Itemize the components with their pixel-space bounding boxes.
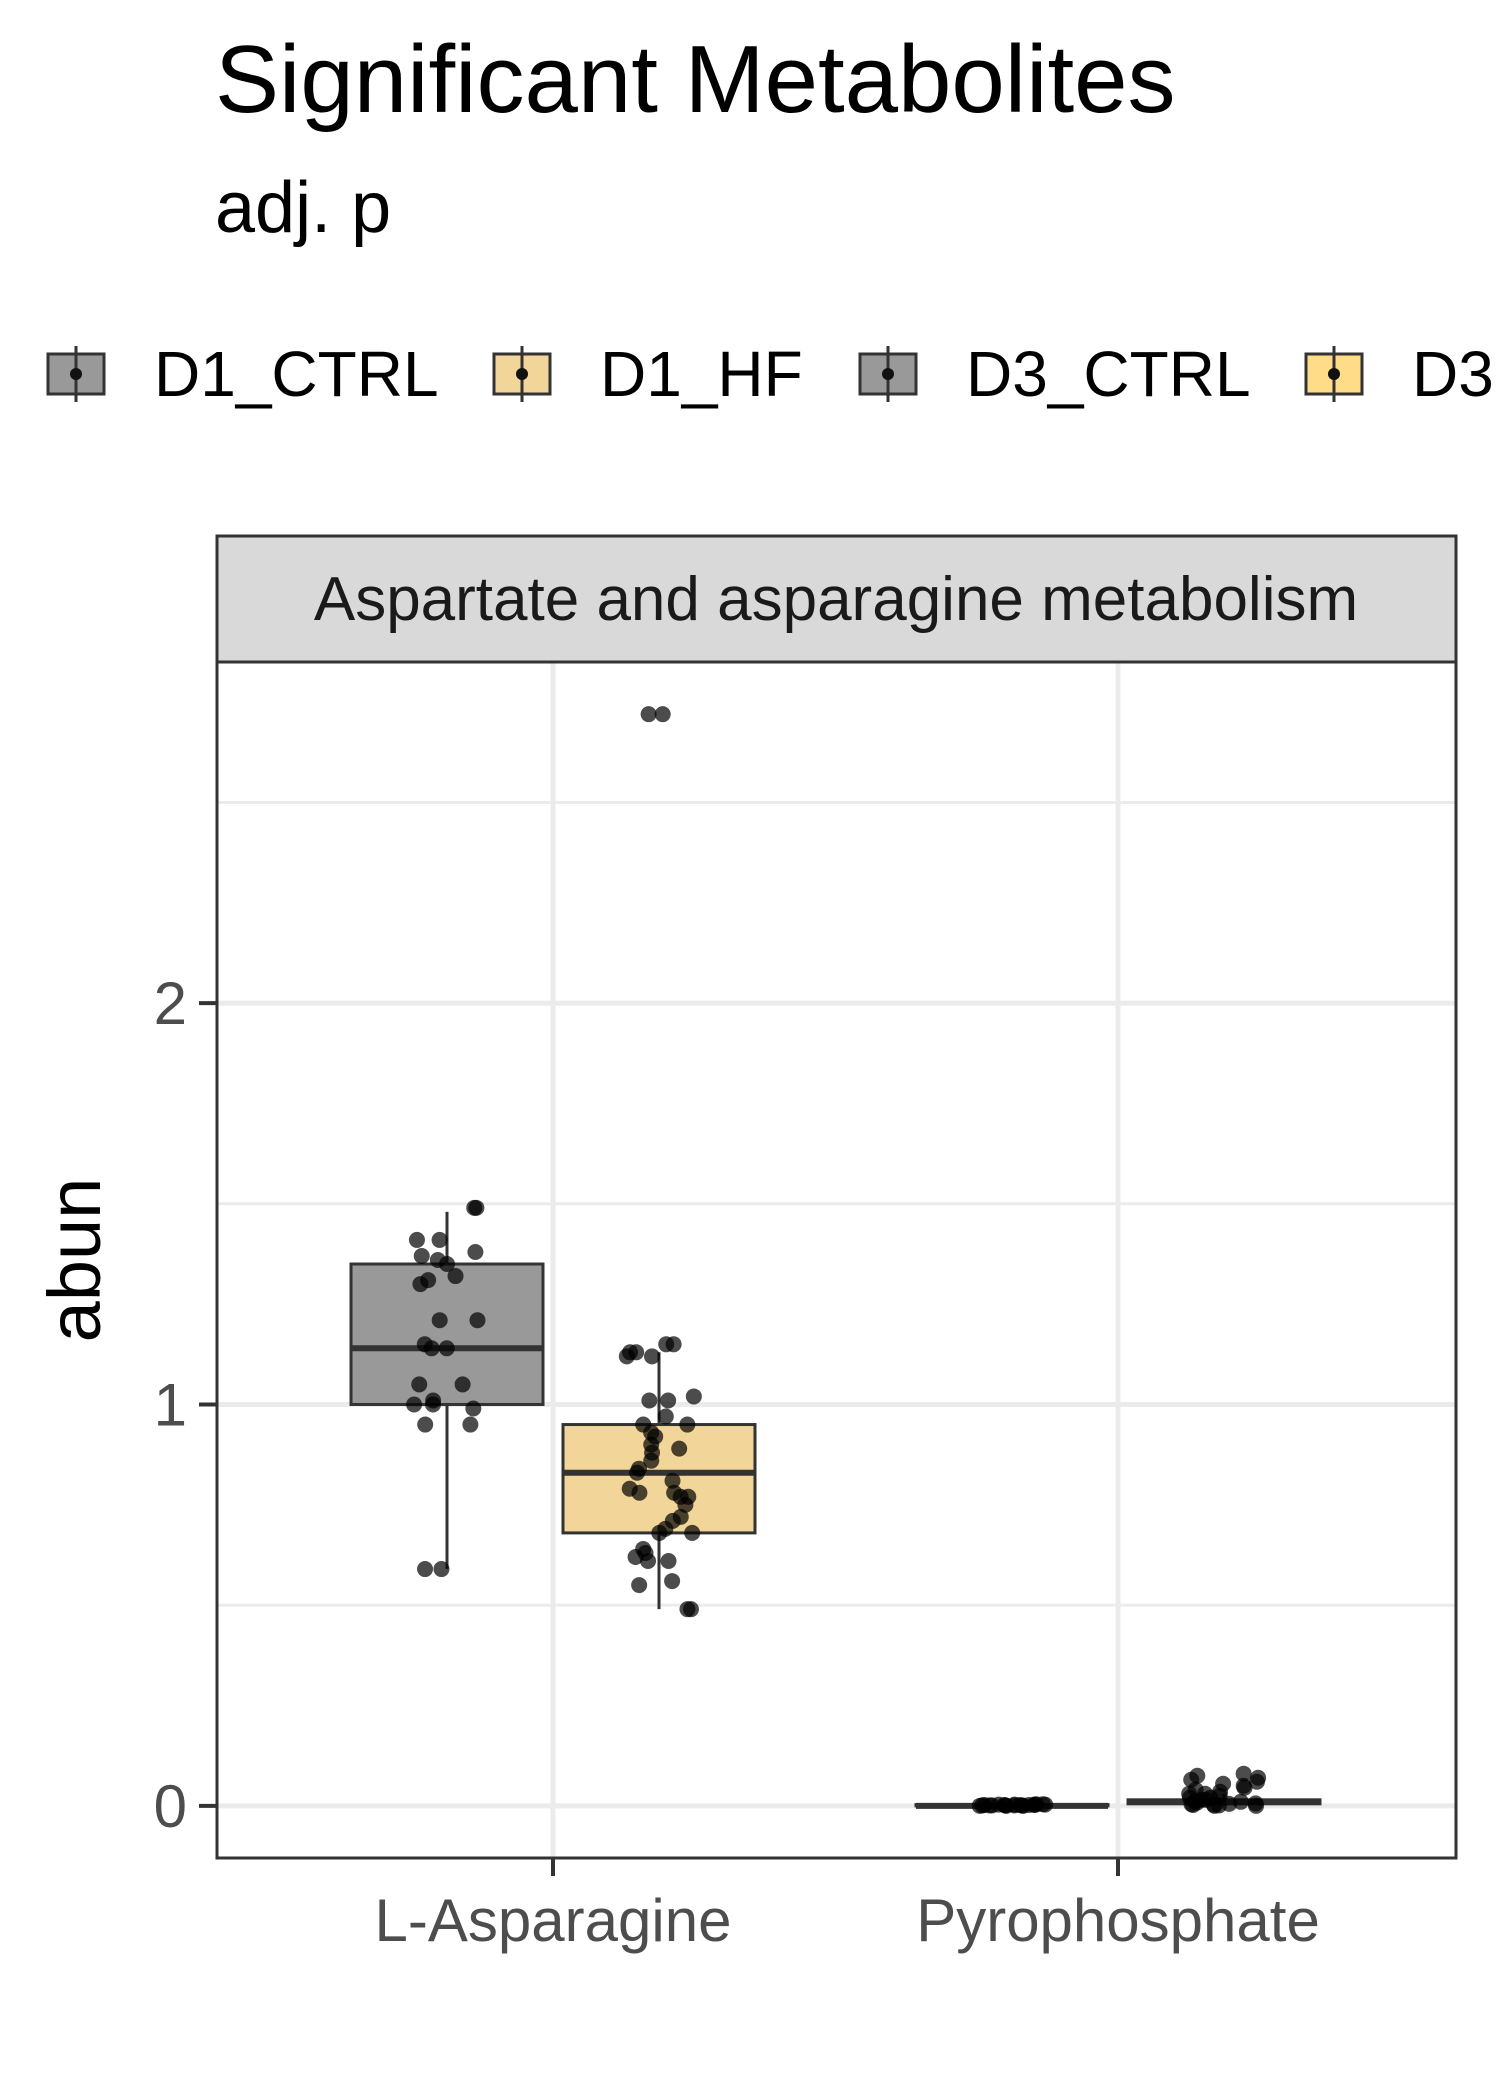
data-point [654,706,671,723]
chart-title: Significant Metabolites [215,26,1176,133]
data-point [664,1472,681,1489]
data-point [671,1440,688,1457]
data-point [657,1408,674,1425]
legend-key-point [516,368,528,380]
legend-key-point [882,368,894,380]
data-point [644,1348,661,1365]
legend-item-1: D1_HF [492,338,803,410]
data-point [627,1548,644,1565]
chart-subtitle: adj. p [215,168,391,248]
legend-key-point [1328,368,1340,380]
data-point [412,1276,429,1293]
data-point [447,1268,464,1285]
data-point [468,1199,485,1216]
data-point [1011,1797,1028,1814]
data-point [677,1496,694,1513]
data-point [1185,1797,1202,1814]
data-point [1235,1765,1252,1782]
data-point [998,1797,1015,1814]
data-point [417,1416,434,1433]
data-point [643,1452,660,1469]
legend-label: D3 [1412,338,1494,410]
data-point [631,1484,648,1501]
legend: D1_CTRL D1_HF D3_CTRL D3 [46,338,1494,410]
legend-item-3: D3 [1304,338,1494,410]
data-point [651,1524,668,1541]
y-tick-label: 1 [154,1371,187,1438]
data-point [631,1577,648,1594]
data-point [469,1312,486,1329]
box-D3 [1126,1765,1322,1814]
data-point [433,1561,450,1578]
data-point [413,1247,430,1264]
legend-key-point [70,368,82,380]
data-point [431,1231,448,1248]
data-point [431,1312,448,1329]
box-D3_CTRL [914,1796,1110,1814]
grid [217,662,1456,1858]
data-point [981,1797,998,1814]
data-point [1206,1797,1223,1814]
data-point [439,1256,456,1273]
x-tick-label: Pyrophosphate [916,1887,1320,1954]
data-point [640,1553,657,1570]
box-D1_CTRL [349,1199,545,1578]
legend-item-0: D1_CTRL [46,338,439,410]
legend-label: D1_CTRL [154,338,439,410]
data-point [684,1524,701,1541]
data-point [664,1573,681,1590]
data-point [406,1396,423,1413]
data-point [438,1340,455,1357]
data-point [1026,1796,1043,1813]
y-tick-label: 0 [154,1773,187,1840]
data-point [641,1392,658,1409]
data-point [660,1553,677,1570]
data-point [679,1416,696,1433]
box-body [349,1262,545,1406]
y-tick-label: 2 [154,970,187,1037]
data-point [1248,1773,1265,1790]
data-point [467,1243,484,1260]
data-point [462,1416,479,1433]
box-D1_HF [561,706,757,1618]
data-point [685,1388,702,1405]
data-point [425,1396,442,1413]
axes: 0 1 2 L-Asparagine Pyrophosphate [154,970,1320,1954]
y-axis-title: abun [33,1178,116,1343]
data-point [618,1348,635,1365]
data-point [629,1464,646,1481]
data-point [417,1561,434,1578]
data-point [1248,1797,1265,1814]
data-marks [349,706,1322,1814]
data-point [423,1340,440,1357]
data-point [658,1336,675,1353]
plot-panel: Aspartate and asparagine metabolism 0 1 2 L… [154,534,1458,1954]
legend-item-2: D3_CTRL [858,338,1251,410]
data-point [682,1601,699,1618]
facet-strip [215,534,1458,664]
panel-border [215,660,1458,1860]
legend-label: D1_HF [600,338,803,410]
data-point [454,1376,471,1393]
data-point [660,1392,677,1409]
data-point [411,1376,428,1393]
data-point [640,706,657,723]
facet-strip-label: Aspartate and asparagine metabolism [314,565,1358,634]
x-tick-label: L-Asparagine [375,1887,732,1954]
data-point [1236,1779,1253,1796]
legend-label: D3_CTRL [966,338,1251,410]
data-point [408,1231,425,1248]
data-point [465,1400,482,1417]
